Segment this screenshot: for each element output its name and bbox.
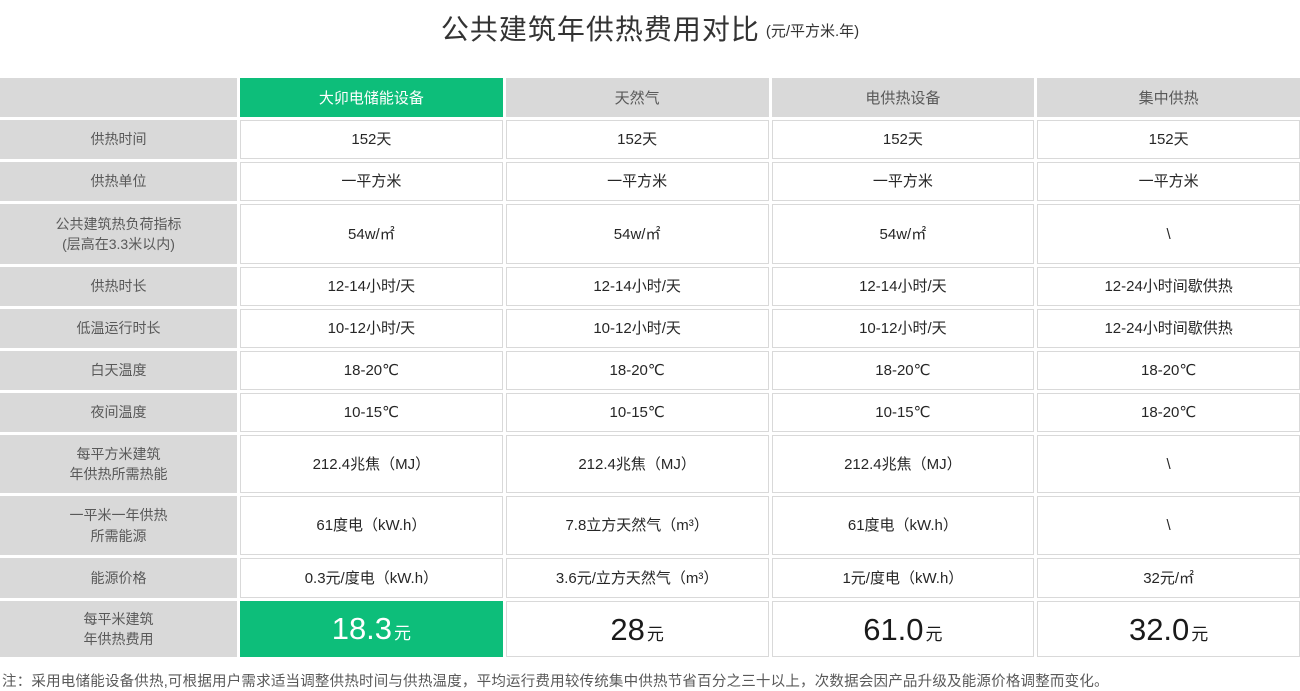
table-cell: 152天 (771, 120, 1035, 159)
table-cell: 1元/度电（kW.h） (771, 558, 1035, 598)
table-cell: 18-20℃ (240, 351, 503, 390)
row-label: 一平米一年供热 所需能源 (0, 496, 237, 555)
table-cell: 212.4兆焦（MJ） (240, 435, 503, 493)
table-cell: \ (1037, 435, 1300, 493)
table-cell: 12-24小时间歇供热 (1037, 309, 1300, 348)
total-cost-cell: 61.0 元 (771, 601, 1035, 657)
comparison-table: 大卯电储能设备 天然气 电供热设备 集中供热 供热时间 152天 152天 152天 1… (0, 78, 1300, 657)
table-cell: 12-24小时间歇供热 (1037, 267, 1300, 306)
total-cost-value: 28 (610, 612, 645, 647)
row-label: 每平方米建筑 年供热所需热能 (0, 435, 237, 493)
total-cost-unit: 元 (925, 625, 943, 644)
page-title-unit: (元/平方米.年) (765, 23, 860, 40)
column-header-central-heating: 集中供热 (1037, 78, 1300, 117)
footnote-text: 注：采用电储能设备供热,可根据用户需求适当调整供热时间与供热温度，平均运行费用较… (2, 674, 1109, 690)
column-header-electric-heating: 电供热设备 (771, 78, 1035, 117)
table-cell: 10-15℃ (505, 393, 769, 432)
table-cell: \ (1037, 496, 1300, 555)
table-cell: 152天 (240, 120, 503, 159)
row-label: 供热时间 (0, 120, 237, 159)
table-cell: 18-20℃ (1037, 393, 1300, 432)
table-cell: 3.6元/立方天然气（m³） (505, 558, 769, 598)
row-label: 供热时长 (0, 267, 237, 306)
column-header-natural-gas: 天然气 (505, 78, 769, 117)
table-cell: 152天 (505, 120, 769, 159)
total-cost-unit: 元 (1191, 625, 1209, 644)
table-cell: 0.3元/度电（kW.h） (240, 558, 503, 598)
table-cell: 18-20℃ (1037, 351, 1300, 390)
table-cell: 10-12小时/天 (240, 309, 503, 348)
row-label-total-cost: 每平米建筑 年供热费用 (0, 601, 237, 657)
row-label: 供热单位 (0, 162, 237, 201)
row-label: 公共建筑热负荷指标 (层高在3.3米以内) (0, 204, 237, 264)
table-cell: \ (1037, 204, 1300, 264)
total-cost-cell: 18.3 元 (240, 601, 503, 657)
total-cost-value: 32.0 (1128, 612, 1190, 647)
row-label: 能源价格 (0, 558, 237, 598)
table-cell: 10-12小时/天 (771, 309, 1035, 348)
table-cell: 一平方米 (505, 162, 769, 201)
total-cost-value: 61.0 (863, 612, 924, 647)
table-cell: 54w/㎡ (771, 204, 1035, 264)
total-cost-cell: 32.0 元 (1037, 601, 1300, 657)
table-cell: 一平方米 (1037, 162, 1300, 201)
table-cell: 12-14小时/天 (505, 267, 769, 306)
table-cell: 212.4兆焦（MJ） (771, 435, 1035, 493)
table-cell: 一平方米 (771, 162, 1035, 201)
column-header-daymao-storage: 大卯电储能设备 (240, 78, 503, 117)
table-cell: 54w/㎡ (240, 204, 503, 264)
table-cell: 12-14小时/天 (771, 267, 1035, 306)
total-cost-value: 18.3 (331, 611, 393, 646)
total-cost-cell: 28 元 (505, 601, 769, 657)
table-cell: 10-15℃ (771, 393, 1035, 432)
page-title: 公共建筑年供热费用对比 (440, 14, 760, 45)
row-label: 白天温度 (0, 351, 237, 390)
table-cell: 10-15℃ (240, 393, 503, 432)
table-cell: 18-20℃ (505, 351, 769, 390)
table-cell: 10-12小时/天 (505, 309, 769, 348)
row-label: 夜间温度 (0, 393, 237, 432)
page-header: 公共建筑年供热费用对比 (元/平方米.年) (0, 0, 1300, 78)
table-cell: 7.8立方天然气（m³） (505, 496, 769, 555)
total-cost-unit: 元 (646, 625, 664, 644)
table-cell: 61度电（kW.h） (771, 496, 1035, 555)
total-cost-unit: 元 (394, 624, 412, 643)
table-cell: 54w/㎡ (505, 204, 769, 264)
row-label: 低温运行时长 (0, 309, 237, 348)
table-cell: 61度电（kW.h） (240, 496, 503, 555)
table-cell: 一平方米 (240, 162, 503, 201)
table-cell: 32元/㎡ (1037, 558, 1300, 598)
table-cell: 152天 (1037, 120, 1300, 159)
table-cell: 12-14小时/天 (240, 267, 503, 306)
table-cell: 212.4兆焦（MJ） (505, 435, 769, 493)
corner-cell (0, 78, 237, 117)
table-cell: 18-20℃ (771, 351, 1035, 390)
